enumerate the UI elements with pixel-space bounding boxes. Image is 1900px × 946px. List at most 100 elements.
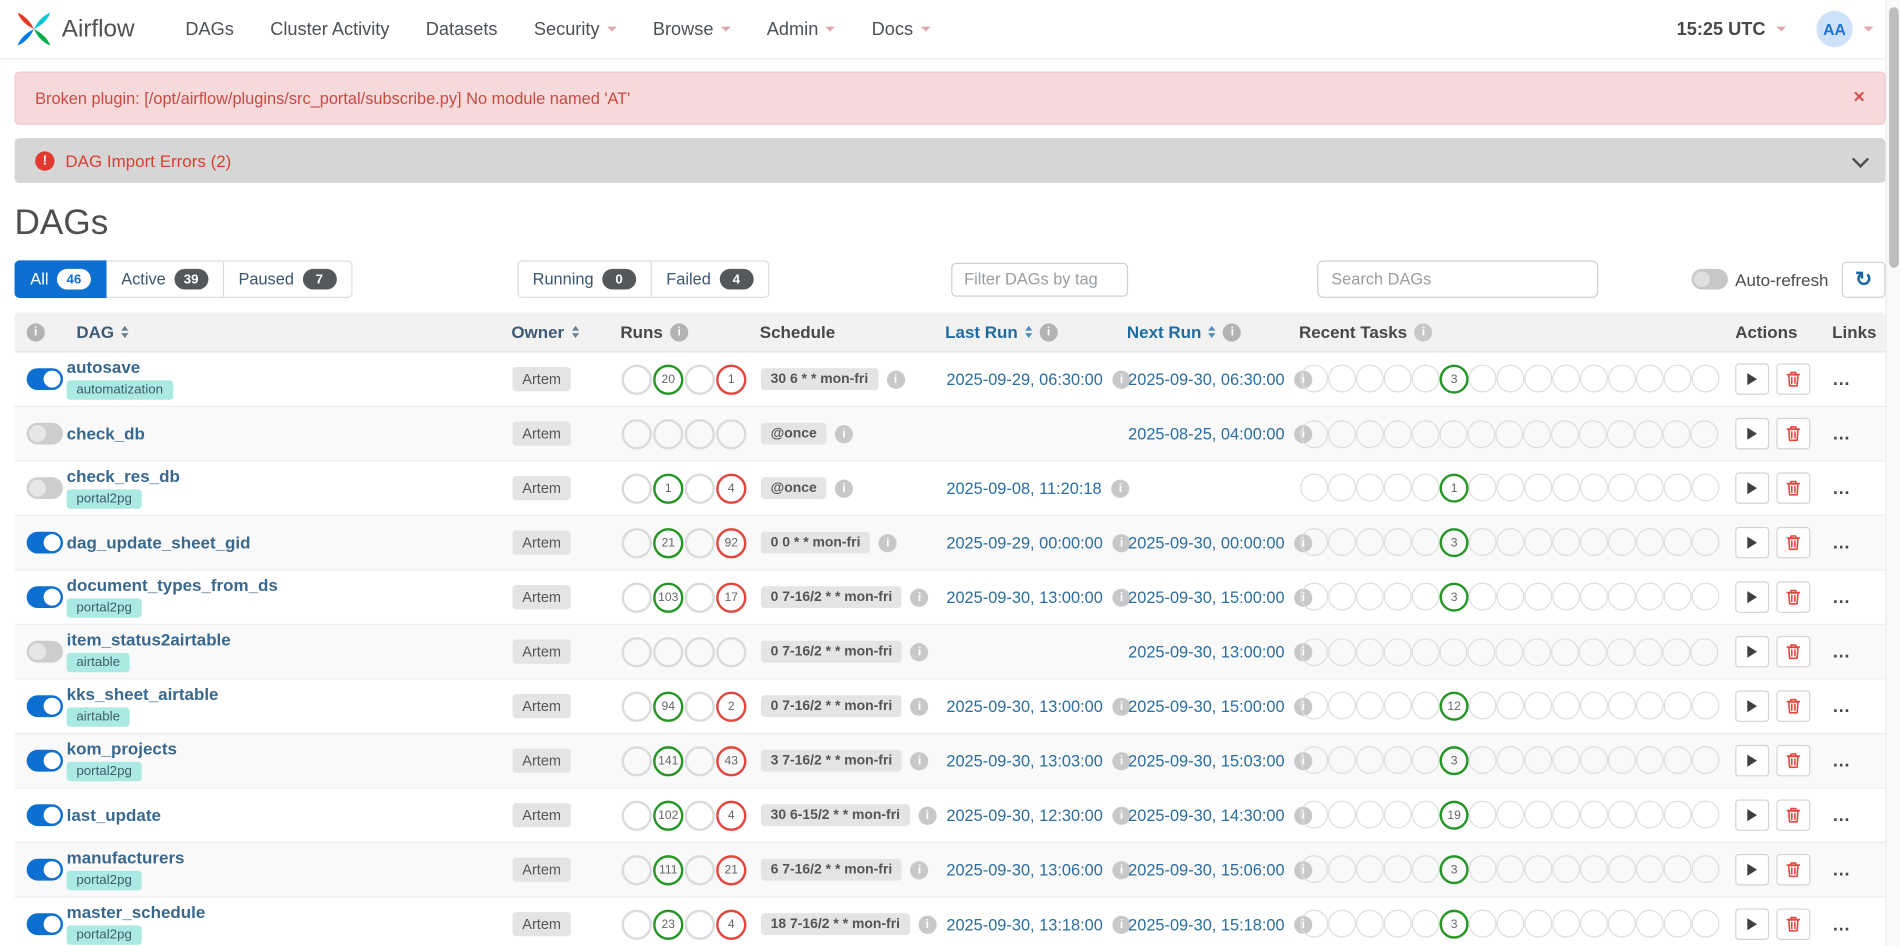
- recent-task-circle[interactable]: [1355, 528, 1384, 556]
- recent-task-circle[interactable]: [1663, 800, 1692, 829]
- recent-task-circle[interactable]: [1524, 855, 1553, 884]
- recent-task-circle[interactable]: 12: [1439, 691, 1469, 721]
- recent-task-circle[interactable]: [1328, 691, 1356, 720]
- last-run-link[interactable]: 2025-09-30, 13:06:00: [946, 860, 1103, 879]
- utc-clock[interactable]: 15:25 UTC: [1676, 18, 1766, 40]
- recent-task-circle[interactable]: [1524, 691, 1553, 720]
- recent-task-circle[interactable]: [1552, 691, 1581, 720]
- recent-task-circle[interactable]: [1635, 800, 1664, 829]
- recent-task-circle[interactable]: [1495, 419, 1524, 448]
- dag-links-menu[interactable]: …: [1832, 423, 1852, 444]
- recent-task-circle[interactable]: [1468, 746, 1497, 775]
- owner-badge[interactable]: Artem: [512, 803, 571, 828]
- run-failed-circle[interactable]: 43: [716, 745, 747, 776]
- recent-task-circle[interactable]: [1607, 855, 1636, 884]
- recent-task-circle[interactable]: [1496, 364, 1525, 393]
- column-header-owner[interactable]: Owner: [500, 322, 609, 342]
- refresh-button[interactable]: ↻: [1841, 261, 1886, 298]
- run-running-circle[interactable]: [684, 363, 715, 395]
- dag-link[interactable]: check_db: [66, 423, 145, 443]
- dag-links-menu[interactable]: …: [1832, 532, 1852, 553]
- run-queued-circle[interactable]: [621, 527, 652, 558]
- recent-task-circle[interactable]: [1635, 909, 1664, 938]
- recent-task-circle[interactable]: [1328, 364, 1356, 393]
- recent-task-circle[interactable]: [1552, 746, 1581, 775]
- nav-item-docs[interactable]: Docs: [872, 19, 931, 39]
- recent-task-circle[interactable]: [1691, 746, 1720, 775]
- nav-item-datasets[interactable]: Datasets: [426, 19, 498, 40]
- nav-item-dags[interactable]: DAGs: [185, 19, 233, 40]
- recent-task-circle[interactable]: 3: [1439, 855, 1469, 885]
- dag-tag[interactable]: portal2pg: [66, 489, 142, 509]
- dag-links-menu[interactable]: …: [1832, 695, 1852, 717]
- recent-task-circle[interactable]: [1411, 419, 1440, 448]
- run-running-circle[interactable]: [684, 745, 715, 776]
- recent-task-circle[interactable]: [1635, 364, 1664, 393]
- recent-task-circle[interactable]: [1691, 800, 1720, 829]
- delete-dag-button[interactable]: [1776, 581, 1811, 613]
- recent-task-circle[interactable]: [1607, 746, 1636, 775]
- dag-links-menu[interactable]: …: [1832, 750, 1852, 771]
- run-queued-circle[interactable]: [621, 745, 652, 776]
- recent-task-circle[interactable]: [1300, 364, 1329, 393]
- recent-task-circle[interactable]: [1663, 364, 1692, 393]
- recent-task-circle[interactable]: 3: [1439, 909, 1469, 939]
- run-failed-circle[interactable]: 4: [716, 800, 747, 831]
- recent-task-circle[interactable]: [1524, 473, 1553, 502]
- next-run-link[interactable]: 2025-09-30, 15:00:00: [1128, 588, 1285, 607]
- delete-dag-button[interactable]: [1776, 526, 1811, 559]
- next-run-link[interactable]: 2025-09-30, 15:03:00: [1128, 751, 1285, 770]
- recent-task-circle[interactable]: [1411, 473, 1440, 502]
- recent-task-circle[interactable]: [1580, 473, 1608, 502]
- recent-task-circle[interactable]: [1496, 691, 1525, 720]
- recent-task-circle[interactable]: [1606, 419, 1635, 448]
- recent-task-circle[interactable]: [1607, 582, 1636, 611]
- run-success-circle[interactable]: [653, 418, 684, 449]
- recent-task-circle[interactable]: [1607, 528, 1636, 556]
- trigger-dag-button[interactable]: [1735, 472, 1770, 504]
- recent-task-circle[interactable]: [1300, 582, 1329, 611]
- next-run-link[interactable]: 2025-09-30, 13:00:00: [1128, 642, 1285, 661]
- recent-task-circle[interactable]: [1691, 473, 1720, 502]
- recent-task-circle[interactable]: [1328, 637, 1356, 666]
- filter-tab-all[interactable]: All 46: [14, 260, 107, 298]
- dag-link[interactable]: kks_sheet_airtable: [66, 684, 219, 704]
- delete-dag-button[interactable]: [1776, 363, 1811, 395]
- recent-task-circle[interactable]: [1691, 855, 1720, 884]
- recent-task-circle[interactable]: [1496, 528, 1525, 556]
- recent-task-circle[interactable]: 3: [1439, 364, 1469, 394]
- run-queued-circle[interactable]: [621, 854, 652, 885]
- recent-task-circle[interactable]: [1580, 691, 1608, 720]
- recent-task-circle[interactable]: [1552, 909, 1581, 938]
- dag-pause-toggle[interactable]: [26, 531, 64, 554]
- recent-task-circle[interactable]: [1383, 637, 1412, 666]
- recent-task-circle[interactable]: [1411, 909, 1440, 938]
- run-queued-circle[interactable]: [621, 909, 652, 940]
- run-success-circle[interactable]: 1: [653, 473, 684, 504]
- recent-task-circle[interactable]: [1496, 473, 1525, 502]
- nav-item-browse[interactable]: Browse: [653, 19, 731, 39]
- recent-task-circle[interactable]: [1383, 855, 1412, 884]
- recent-task-circle[interactable]: [1523, 637, 1552, 666]
- dag-links-menu[interactable]: …: [1832, 804, 1852, 826]
- auto-refresh-toggle[interactable]: [1691, 268, 1728, 290]
- run-running-circle[interactable]: [684, 473, 715, 504]
- recent-task-circle[interactable]: 3: [1439, 528, 1469, 558]
- recent-task-circle[interactable]: [1607, 691, 1636, 720]
- recent-task-circle[interactable]: [1551, 637, 1579, 666]
- dag-tag[interactable]: airtable: [66, 652, 130, 673]
- recent-task-circle[interactable]: [1411, 746, 1440, 775]
- dag-links-menu[interactable]: …: [1832, 859, 1852, 880]
- recent-task-circle[interactable]: [1662, 419, 1691, 448]
- run-running-circle[interactable]: [684, 636, 715, 667]
- delete-dag-button[interactable]: [1776, 635, 1811, 668]
- recent-task-circle[interactable]: [1328, 419, 1356, 448]
- run-queued-circle[interactable]: [621, 691, 652, 722]
- recent-task-circle[interactable]: [1495, 637, 1524, 666]
- delete-dag-button[interactable]: [1776, 744, 1811, 777]
- recent-task-circle[interactable]: [1635, 691, 1664, 720]
- recent-task-circle[interactable]: [1524, 528, 1553, 556]
- recent-task-circle[interactable]: [1328, 582, 1356, 611]
- dag-tag[interactable]: portal2pg: [66, 761, 142, 782]
- filter-tab-failed[interactable]: Failed 4: [651, 260, 770, 298]
